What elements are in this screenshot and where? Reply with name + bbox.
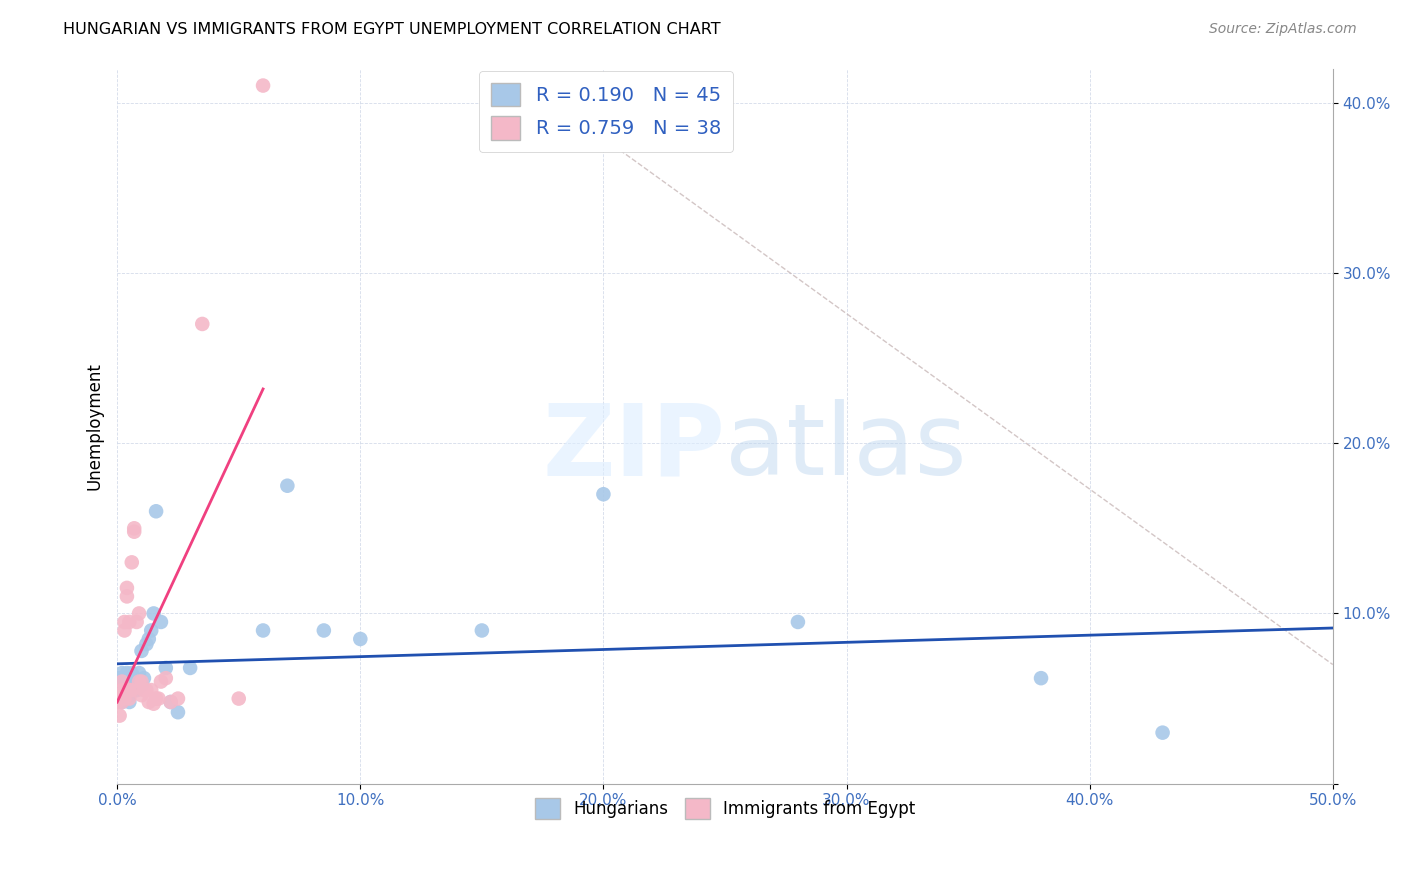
Point (115, 683, 138, 698)
Point (114, 624, 136, 638)
Point (111, 674, 134, 689)
Point (108, 678, 131, 692)
Point (167, 705, 190, 719)
Point (131, 688, 153, 702)
Point (179, 661, 201, 675)
Point (111, 695, 134, 709)
Text: atlas: atlas (725, 399, 966, 496)
Point (114, 683, 136, 698)
Point (276, 479, 298, 493)
Point (131, 674, 153, 689)
Point (252, 624, 274, 638)
Point (142, 607, 165, 621)
Point (121, 555, 143, 569)
Point (122, 671, 145, 685)
Point (252, 78, 274, 93)
Point (114, 615, 136, 629)
Point (141, 624, 163, 638)
Point (118, 695, 141, 709)
Point (132, 683, 155, 698)
Point (111, 695, 134, 709)
Point (122, 521, 145, 535)
Point (118, 691, 141, 706)
Point (138, 632, 160, 646)
Point (128, 607, 150, 621)
Point (149, 674, 172, 689)
Point (111, 683, 134, 698)
Point (122, 524, 145, 539)
Point (121, 683, 143, 698)
Point (115, 581, 138, 595)
Point (159, 695, 181, 709)
Point (105, 683, 128, 698)
Point (228, 691, 250, 706)
Point (108, 708, 131, 723)
Point (155, 671, 177, 685)
Point (125, 674, 148, 689)
Point (145, 691, 167, 706)
Point (114, 691, 136, 706)
Point (128, 674, 150, 689)
Text: ZIP: ZIP (543, 399, 725, 496)
Text: Source: ZipAtlas.com: Source: ZipAtlas.com (1209, 22, 1357, 37)
Point (159, 695, 181, 709)
Point (114, 678, 136, 692)
Point (1029, 671, 1052, 685)
Point (121, 666, 143, 681)
Point (115, 674, 138, 689)
Point (105, 695, 128, 709)
Text: HUNGARIAN VS IMMIGRANTS FROM EGYPT UNEMPLOYMENT CORRELATION CHART: HUNGARIAN VS IMMIGRANTS FROM EGYPT UNEMP… (63, 22, 721, 37)
Point (111, 674, 134, 689)
Point (114, 671, 136, 685)
Point (149, 615, 172, 629)
Point (111, 666, 134, 681)
Point (118, 615, 141, 629)
Point (128, 666, 150, 681)
Point (349, 632, 371, 646)
Point (167, 691, 190, 706)
Point (118, 688, 141, 702)
Point (138, 695, 160, 709)
Point (118, 674, 141, 689)
Point (131, 644, 153, 658)
Point (125, 683, 148, 698)
Point (1152, 725, 1174, 739)
Point (108, 671, 131, 685)
Point (132, 671, 155, 685)
Point (787, 615, 810, 629)
Point (108, 688, 131, 702)
Point (115, 666, 138, 681)
Point (135, 637, 157, 651)
Point (141, 683, 163, 698)
Point (191, 317, 214, 331)
Point (471, 624, 494, 638)
Point (108, 691, 131, 706)
Y-axis label: Unemployment: Unemployment (86, 362, 103, 490)
Point (131, 678, 153, 692)
Point (145, 504, 167, 518)
Point (312, 624, 335, 638)
Legend: Hungarians, Immigrants from Egypt: Hungarians, Immigrants from Egypt (529, 792, 922, 825)
Point (125, 615, 148, 629)
Point (118, 683, 141, 698)
Point (148, 691, 170, 706)
Point (592, 487, 614, 501)
Point (115, 590, 138, 604)
Point (121, 683, 143, 698)
Point (142, 697, 165, 711)
Point (155, 661, 177, 675)
Point (122, 678, 145, 692)
Point (114, 691, 136, 706)
Point (135, 683, 157, 698)
